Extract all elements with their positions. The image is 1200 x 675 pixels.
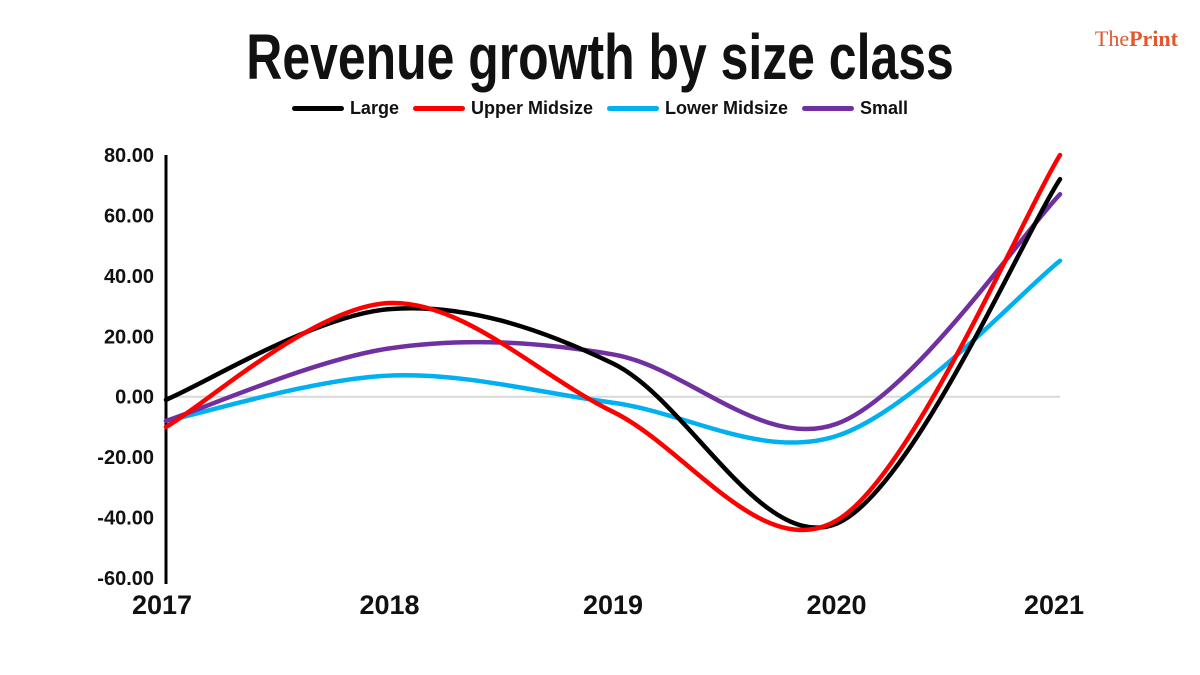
series-line-small [163,192,1063,432]
legend-label-lower-midsize: Lower Midsize [665,98,789,118]
x-tick-label: 2018 [359,590,419,620]
legend: Large Upper Midsize Lower Midsize Small [0,98,1200,119]
y-tick-label: 20.00 [104,326,154,348]
x-tick-label: 2017 [132,590,192,620]
x-tick-label: 2021 [1024,590,1084,620]
chart-title: Revenue growth by size class [246,21,954,93]
legend-item-small: Small [802,98,908,119]
y-tick-label: -60.00 [97,568,154,590]
y-tick-label: -40.00 [97,508,154,530]
legend-label-small: Small [860,98,909,118]
y-tick-label: -20.00 [97,447,154,469]
legend-swatch-small [802,106,855,111]
x-tick-label: 2019 [583,590,643,620]
legend-label-large: Large [349,98,399,118]
legend-swatch-lower-midsize [607,106,659,111]
y-tick-label: 0.00 [115,387,154,409]
legend-item-large: Large [291,98,399,119]
legend-item-upper-midsize: Upper Midsize [412,98,593,119]
brand-logo: ThePrint [1095,26,1178,52]
legend-label-upper-midsize: Upper Midsize [470,98,593,118]
legend-item-lower-midsize: Lower Midsize [607,98,788,119]
brand-name: Print [1129,26,1178,51]
legend-swatch-large [291,106,344,111]
series-line-large [163,176,1063,530]
y-tick-label: 40.00 [104,266,154,288]
brand-prefix: The [1094,26,1130,51]
y-tick-label: 60.00 [104,205,154,227]
x-tick-label: 2020 [806,590,866,620]
series-line-upper-midsize [163,152,1063,533]
series-line-lower-midsize [163,258,1063,445]
y-tick-label: 80.00 [104,145,154,167]
legend-swatch-upper-midsize [412,106,465,111]
